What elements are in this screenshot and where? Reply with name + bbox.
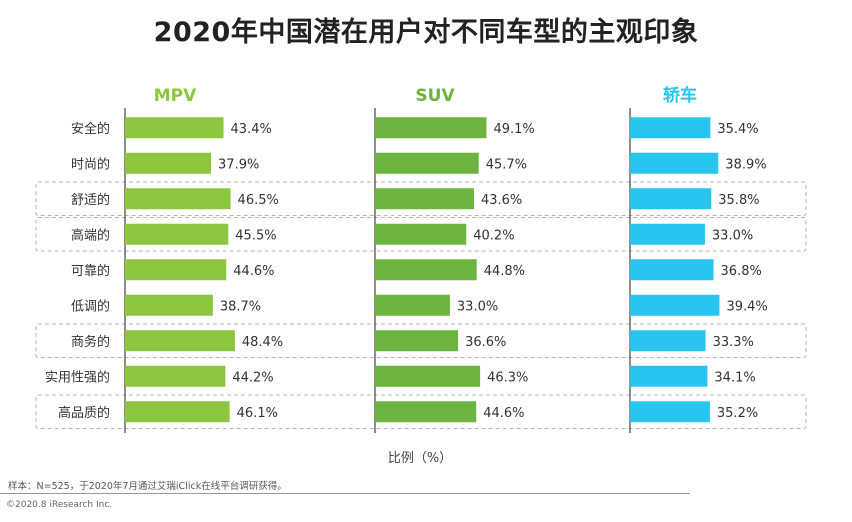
category-label: 实用性强的 [45,369,110,385]
bar [630,259,714,281]
data-label: 45.5% [235,228,276,243]
bar [630,188,712,210]
category-label: 高端的 [71,227,110,243]
bar [375,188,474,210]
bar [125,365,226,387]
bar [375,401,477,423]
bar [375,365,481,387]
data-label: 36.8% [721,264,762,279]
bar [630,152,719,174]
bar [125,259,227,281]
category-label: 可靠的 [71,263,110,279]
category-label: 高品质的 [58,405,110,421]
bar [125,152,212,174]
bar [375,223,467,245]
data-label: 48.4% [242,335,283,350]
data-label: 49.1% [493,122,534,137]
series-header: MPV [154,86,197,106]
data-label: 44.6% [233,264,274,279]
bar [630,223,705,245]
bar [125,117,224,139]
data-label: 35.4% [717,122,758,137]
bar [125,401,230,423]
bar [375,259,477,281]
bar [125,223,229,245]
bar [375,152,479,174]
data-label: 45.7% [486,157,527,172]
data-label: 39.4% [726,299,767,314]
data-label: 33.0% [712,228,753,243]
data-label: 44.6% [483,406,524,421]
data-label: 44.8% [484,264,525,279]
data-label: 37.9% [218,157,259,172]
series-header: SUV [415,86,455,106]
bar [630,294,720,316]
data-label: 38.9% [725,157,766,172]
data-label: 33.3% [713,335,754,350]
bar [630,365,708,387]
category-label: 低调的 [71,298,110,314]
category-label: 舒适的 [71,192,110,208]
data-label: 43.6% [481,193,522,208]
data-label: 38.7% [220,299,261,314]
data-label: 34.1% [714,370,755,385]
data-label: 40.2% [473,228,514,243]
data-label: 43.4% [231,122,272,137]
sample-note: 样本：N=525，于2020年7月通过艾瑞iClick在线平台调研获得。 [8,481,287,492]
highlight-row-box [35,181,807,216]
series-header: 轿车 [663,85,697,106]
highlight-row-box [35,394,807,429]
bar [125,330,235,352]
data-label: 46.3% [487,370,528,385]
bar [630,401,710,423]
x-axis-label: 比例（%） [387,451,453,466]
bar [125,188,231,210]
highlight-row-box [35,323,807,358]
data-label: 35.8% [718,193,759,208]
bar [630,330,706,352]
bar [630,117,711,139]
bar [375,117,487,139]
data-label: 46.5% [238,193,279,208]
data-label: 35.2% [717,406,758,421]
bar [375,330,459,352]
copyright-text: ©2020.8 iResearch Inc. [6,500,113,510]
data-label: 44.2% [232,370,273,385]
category-label: 安全的 [71,121,110,137]
highlight-row-box [35,217,807,252]
category-label: 商务的 [71,334,110,350]
data-label: 46.1% [237,406,278,421]
data-label: 33.0% [457,299,498,314]
data-label: 36.6% [465,335,506,350]
bar [125,294,213,316]
chart-title: 2020年中国潜在用户对不同车型的主观印象 [153,17,699,48]
category-label: 时尚的 [71,156,110,172]
footer-divider [0,493,690,494]
bar [375,294,450,316]
